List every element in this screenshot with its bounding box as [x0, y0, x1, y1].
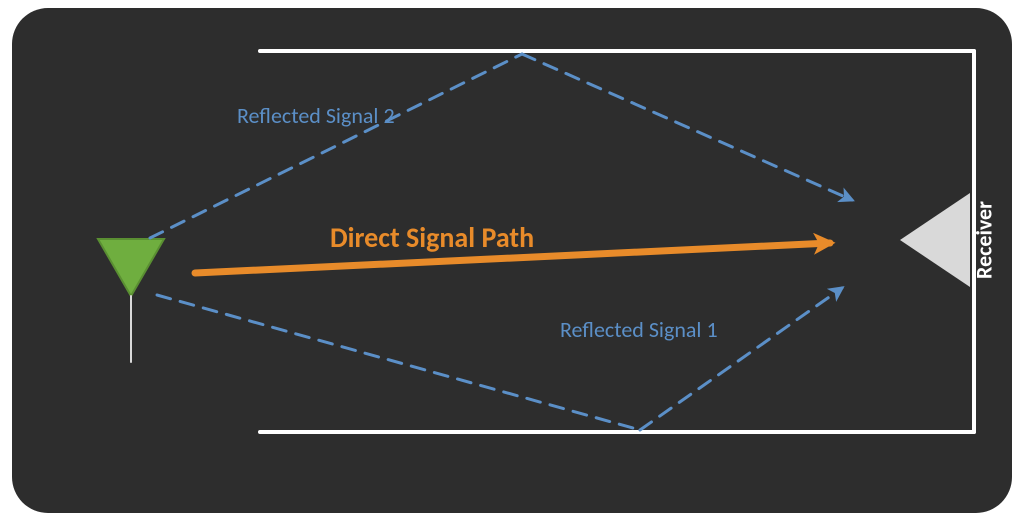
receiver-icon	[900, 193, 970, 287]
reflected-signal-1-label: Reflected Signal 1	[560, 316, 718, 343]
reflected-signal-2-seg1	[150, 54, 522, 238]
reflected-signal-2-label: Reflected Signal 2	[237, 102, 395, 129]
receiver-label: Receiver	[970, 201, 997, 279]
reflected-signal-1-seg2	[640, 288, 842, 430]
reflected-signal-2-seg2	[522, 54, 852, 200]
diagram-svg	[0, 0, 1024, 521]
direct-signal-path-label: Direct Signal Path	[330, 220, 534, 255]
transmitter-icon	[98, 239, 164, 296]
